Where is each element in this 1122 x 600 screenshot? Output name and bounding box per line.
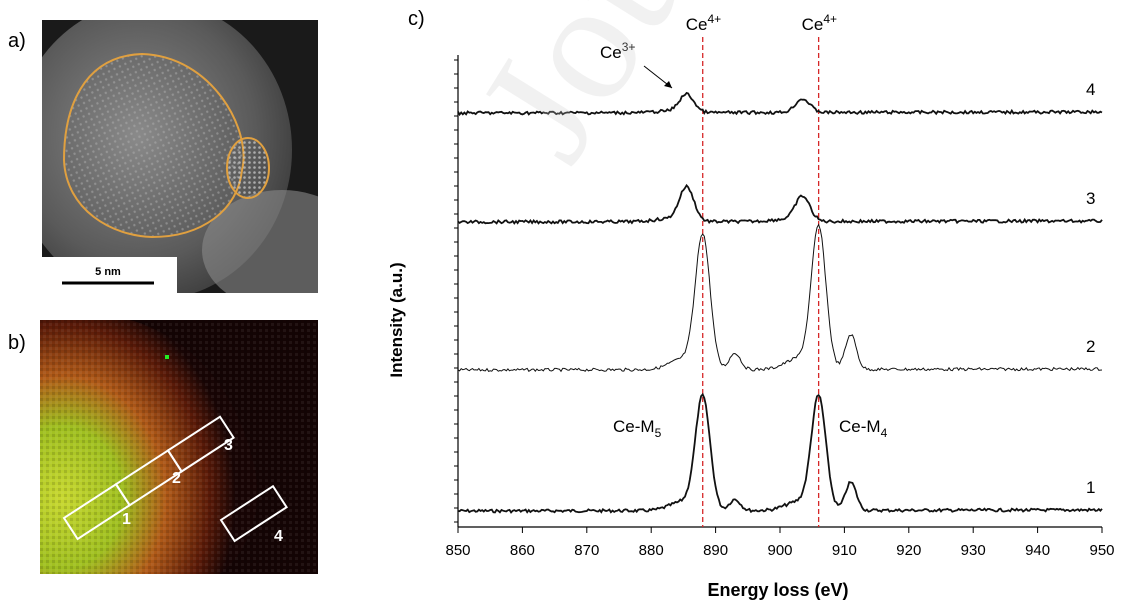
panel-a-label: a) — [8, 30, 26, 52]
x-tick-label: 940 — [1025, 542, 1050, 559]
x-tick-label: 880 — [639, 542, 664, 559]
spectrum-3 — [457, 183, 1103, 225]
x-tick-label: 860 — [510, 542, 535, 559]
x-tick-label: 900 — [767, 542, 792, 559]
x-tick-label: 930 — [961, 542, 986, 559]
elemental-map: 1 2 3 4 — [40, 320, 318, 574]
ce3-arrowhead — [664, 81, 672, 88]
region-label-2: 2 — [172, 470, 181, 487]
region-label-3: 3 — [224, 437, 233, 454]
ce3-label: Ce3+ — [600, 40, 635, 62]
spectrum-4 — [457, 91, 1103, 117]
region-box-3 — [166, 415, 235, 473]
ce-m5-label: Ce-M5 — [613, 417, 662, 440]
x-tick-label: 920 — [896, 542, 921, 559]
ce4-label-1: Ce4+ — [686, 12, 721, 34]
small-particle-outline — [226, 137, 270, 199]
x-tick-label: 950 — [1089, 542, 1114, 559]
x-tick-label: 910 — [832, 542, 857, 559]
spectrum-label-1: 1 — [1086, 478, 1095, 497]
ce4-label-2: Ce4+ — [802, 12, 837, 34]
stem-image: 5 nm — [12, 0, 362, 310]
spectrum-2 — [457, 223, 1103, 373]
spectrum-label-4: 4 — [1086, 80, 1095, 99]
ce-m4-label: Ce-M4 — [839, 417, 888, 440]
region-label-1: 1 — [122, 511, 131, 528]
x-tick-label: 850 — [445, 542, 470, 559]
y-axis-label: Intensity (a.u.) — [387, 262, 406, 377]
x-tick-label: 890 — [703, 542, 728, 559]
eels-chart: Intensity (a.u.) Energy loss (eV) 1 2 3 4 8… — [387, 0, 1115, 600]
region-label-4: 4 — [274, 528, 283, 545]
particle-outline — [62, 52, 245, 239]
panel-c-label: c) — [408, 8, 425, 30]
panel-b-label: b) — [8, 332, 26, 354]
scalebar-label: 5 nm — [95, 266, 121, 278]
spectrum-label-3: 3 — [1086, 189, 1095, 208]
spectrum-label-2: 2 — [1086, 337, 1095, 356]
spectrum-1 — [457, 392, 1103, 514]
region-box-4 — [219, 484, 288, 543]
watermark: Journa — [442, 0, 842, 190]
x-tick-label: 870 — [574, 542, 599, 559]
x-axis-label: Energy loss (eV) — [707, 580, 848, 600]
